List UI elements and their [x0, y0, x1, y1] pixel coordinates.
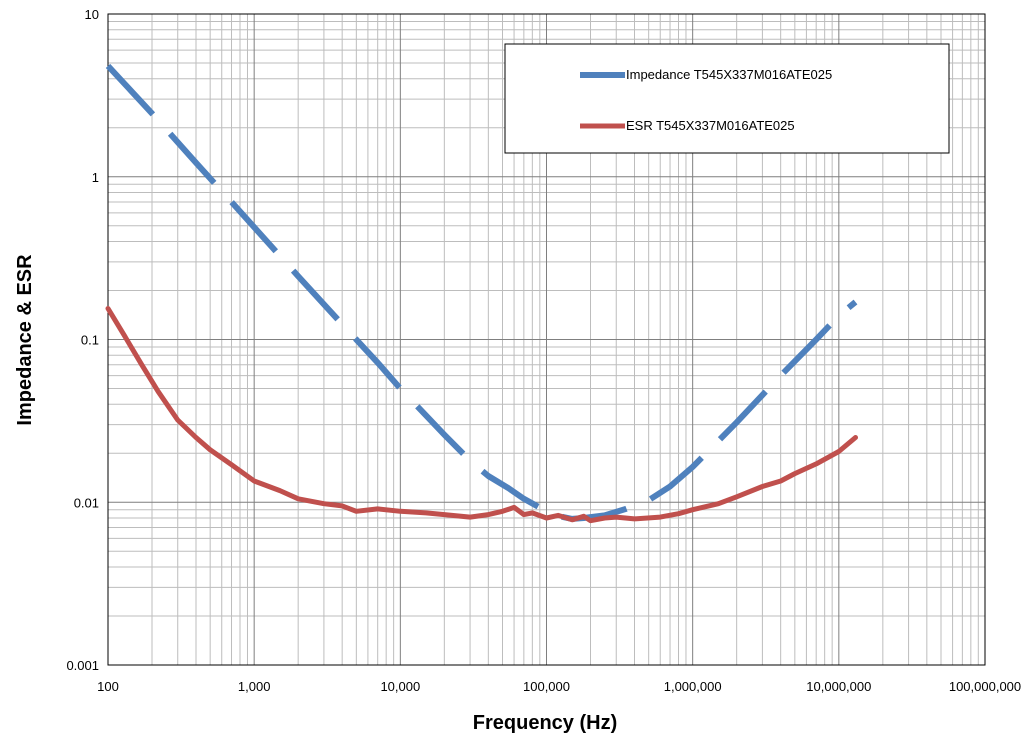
series-layer	[105, 63, 858, 524]
legend: Impedance T545X337M016ATE025 ESR T545X33…	[504, 43, 950, 154]
series-line-esr	[105, 306, 858, 524]
x-axis-tick-labels: 100 1,000 10,000 100,000 1,000,000 10,000,000…	[97, 679, 1021, 694]
plot-area-frame	[107, 13, 986, 666]
x-tick-label: 100,000	[523, 679, 570, 694]
x-tick-label: 100,000,000	[949, 679, 1021, 694]
legend-label-impedance: Impedance T545X337M016ATE025	[626, 67, 832, 82]
y-tick-label: 10	[85, 7, 99, 22]
x-tick-label: 1,000,000	[664, 679, 722, 694]
y-tick-label: 0.001	[66, 658, 99, 673]
y-tick-label: 0.1	[81, 333, 99, 348]
y-axis-tick-labels: 0.001 0.01 0.1 1 10	[66, 7, 99, 673]
x-tick-label: 10,000	[380, 679, 420, 694]
x-tick-label: 1,000	[238, 679, 271, 694]
x-tick-label: 100	[97, 679, 119, 694]
y-axis-title: Impedance & ESR	[14, 254, 36, 426]
y-tick-label: 1	[92, 170, 99, 185]
legend-box	[504, 43, 950, 154]
y-tick-label: 0.01	[74, 495, 99, 510]
series-line-impedance	[105, 63, 858, 522]
legend-label-esr: ESR T545X337M016ATE025	[626, 118, 795, 133]
x-axis-title: Frequency (Hz)	[473, 712, 617, 734]
x-tick-label: 10,000,000	[806, 679, 871, 694]
